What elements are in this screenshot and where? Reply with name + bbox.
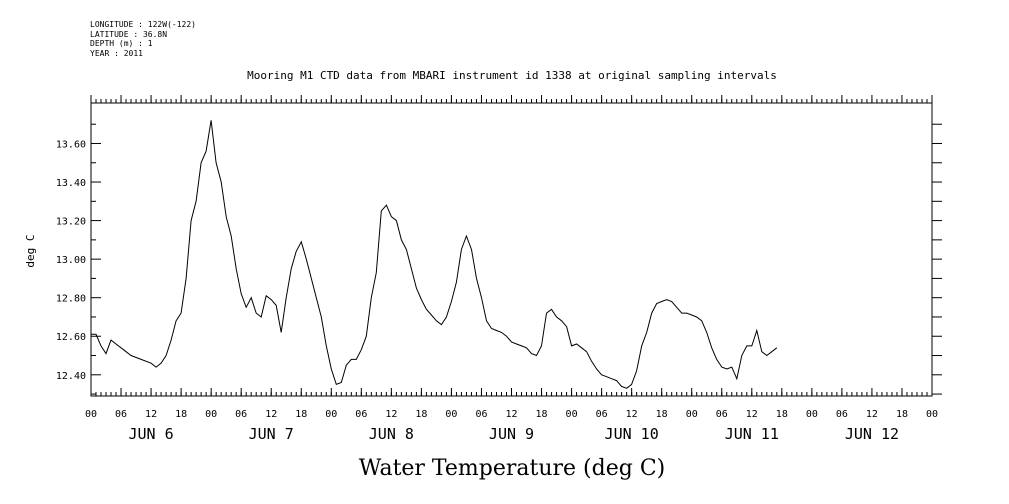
x-hour-tick-label: 12 — [145, 409, 157, 420]
y-tick-label: 13.00 — [56, 255, 86, 266]
x-hour-tick-label: 06 — [836, 409, 848, 420]
x-hour-tick-label: 12 — [385, 409, 397, 420]
x-day-label: JUN 8 — [369, 425, 414, 443]
x-hour-tick-label: 12 — [626, 409, 638, 420]
x-day-label: JUN 10 — [605, 425, 659, 443]
y-tick-label: 13.20 — [56, 217, 86, 228]
x-day-label: JUN 6 — [128, 425, 173, 443]
x-hour-tick-label: 00 — [445, 409, 457, 420]
x-day-label: JUN 7 — [249, 425, 294, 443]
x-day-label: JUN 11 — [725, 425, 779, 443]
x-hour-tick-label: 00 — [806, 409, 818, 420]
x-hour-tick-label: 12 — [265, 409, 277, 420]
x-hour-tick-label: 00 — [205, 409, 217, 420]
x-hour-tick-label: 18 — [415, 409, 427, 420]
x-day-label: JUN 12 — [845, 425, 899, 443]
x-axis-label: Water Temperature (deg C) — [359, 456, 666, 481]
y-tick-label: 12.80 — [56, 294, 86, 305]
plot-frame — [90, 102, 933, 397]
depth-label: DEPTH (m) : 1 — [90, 39, 153, 48]
x-hour-tick-label: 06 — [596, 409, 608, 420]
x-day-label: JUN 9 — [489, 425, 534, 443]
y-tick-label: 12.40 — [56, 371, 86, 382]
x-hour-tick-label: 18 — [175, 409, 187, 420]
longitude-label: LONGITUDE : 122W(-122) — [90, 20, 196, 29]
latitude-label: LATITUDE : 36.8N — [90, 29, 168, 39]
x-hour-tick-label: 18 — [896, 409, 908, 420]
x-hour-tick-label: 00 — [926, 409, 938, 420]
minor-ticks — [90, 99, 933, 396]
x-hour-tick-label: 06 — [355, 409, 367, 420]
x-hour-tick-label: 00 — [325, 409, 337, 420]
x-hour-tick-label: 12 — [746, 409, 758, 420]
x-axis: 00 06 12 18 00 06 12 18 00 06 12 18 00 06 12 18 00 06 12 18… — [85, 95, 938, 443]
x-hour-tick-label: 12 — [866, 409, 878, 420]
y-axis: 12.40 12.60 12.80 13.00 13.20 13.40 13.60 — [56, 123, 942, 395]
y-tick-label: 13.40 — [56, 178, 86, 189]
x-hour-tick-label: 18 — [776, 409, 788, 420]
x-hour-tick-label: 06 — [475, 409, 487, 420]
x-hour-tick-label: 00 — [85, 409, 97, 420]
x-hour-tick-label: 00 — [566, 409, 578, 420]
temperature-series-line — [91, 120, 778, 389]
metadata-block: LONGITUDE : 122W(-122) LATITUDE : 36.8N … — [90, 20, 196, 58]
y-tick-label: 13.60 — [56, 139, 86, 150]
x-hour-tick-label: 06 — [235, 409, 247, 420]
year-label: YEAR : 2011 — [90, 48, 143, 58]
y-tick-label: 12.60 — [56, 332, 86, 343]
x-hour-tick-label: 18 — [295, 409, 307, 420]
x-hour-tick-label: 06 — [716, 409, 728, 420]
x-hour-tick-label: 06 — [115, 409, 127, 420]
x-hour-tick-label: 18 — [656, 409, 668, 420]
y-axis-label: deg C — [24, 234, 37, 267]
chart-title: Mooring M1 CTD data from MBARI instrumen… — [247, 69, 777, 82]
x-hour-tick-label: 12 — [505, 409, 517, 420]
x-hour-tick-label: 18 — [536, 409, 548, 420]
x-hour-tick-label: 00 — [686, 409, 698, 420]
